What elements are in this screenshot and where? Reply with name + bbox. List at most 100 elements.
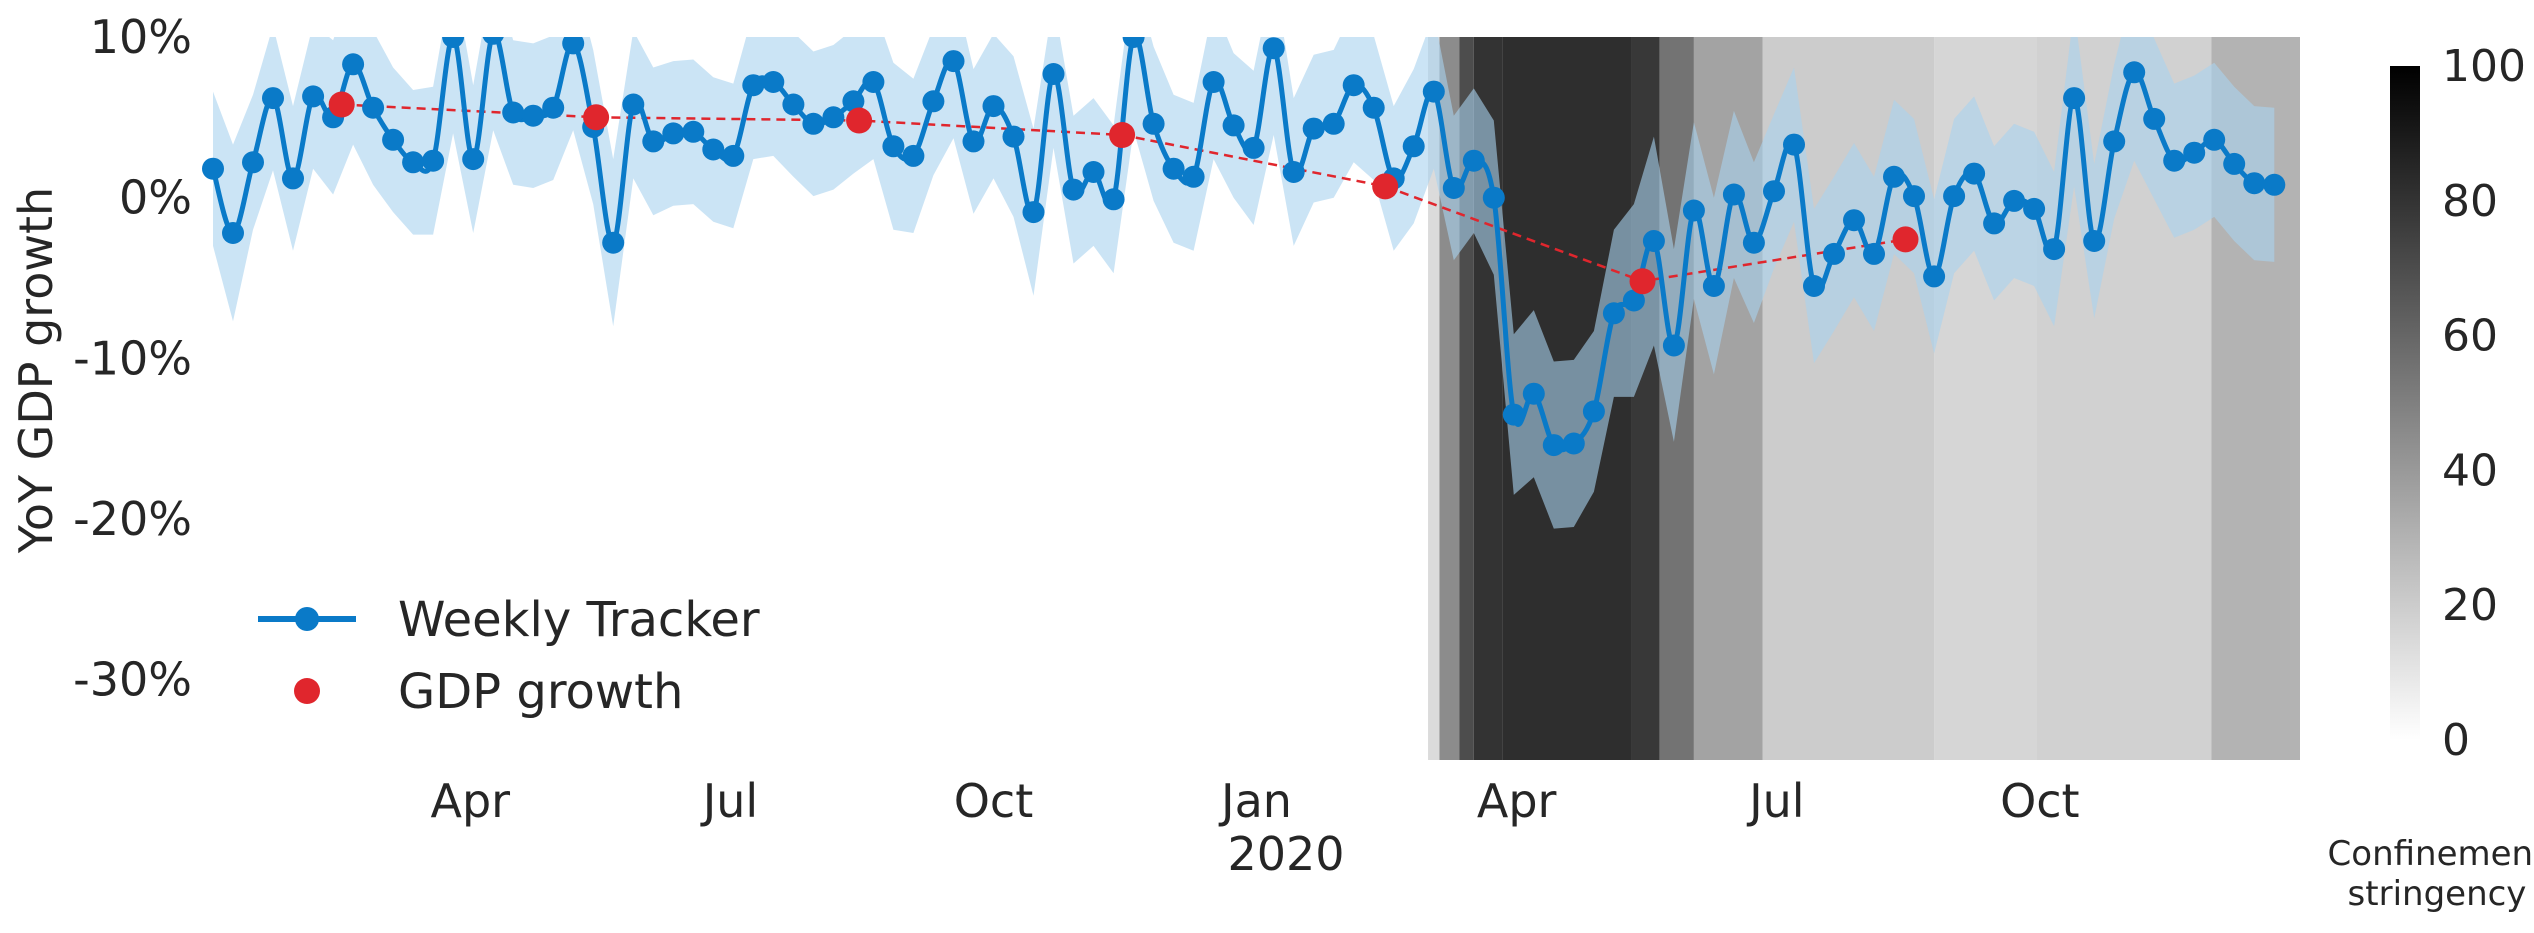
weekly-tracker-point-55 [1302,117,1325,140]
weekly-tracker-point-48 [1162,157,1185,180]
legend-tracker-label: Weekly Tracker [398,592,760,648]
weekly-tracker-point-90 [2003,189,2026,212]
weekly-tracker-point-75 [1702,275,1725,297]
gdp-growth-point-0 [328,91,355,118]
weekly-tracker-point-47 [1142,112,1165,135]
weekly-tracker-point-27 [742,74,765,97]
weekly-tracker-point-61 [1422,80,1445,103]
weekly-tracker-point-50 [1202,71,1225,93]
weekly-tracker-point-54 [1282,161,1305,183]
weekly-tracker-point-98 [2163,149,2186,172]
weekly-tracker-point-41 [1022,201,1045,224]
weekly-tracker-point-78 [1763,180,1785,203]
colorbar-tick-3: 60 [2442,311,2498,362]
weekly-tracker-point-10 [402,151,425,174]
weekly-tracker-point-39 [982,95,1005,118]
weekly-tracker-point-31 [822,106,845,129]
weekly-tracker-point-53 [1262,37,1285,60]
weekly-tracker-point-60 [1402,135,1425,158]
weekly-tracker-point-69 [1582,400,1605,423]
gdp-growth-point-2 [846,107,873,134]
weekly-tracker-point-102 [2243,172,2266,195]
weekly-tracker-point-46 [1122,37,1145,48]
colorbar: 0 20 40 60 80 100 Confinement stringency [2328,41,2534,914]
weekly-tracker-point-16 [522,104,545,127]
weekly-tracker-point-81 [1823,242,1845,265]
colorbar-tick-2: 40 [2442,445,2498,496]
weekly-tracker-point-43 [1062,178,1085,201]
weekly-tracker-point-84 [1883,165,1905,188]
weekly-tracker-point-64 [1482,186,1505,209]
weekly-tracker-point-3 [262,87,284,110]
gdp-growth-point-3 [1109,122,1136,148]
weekly-tracker-point-36 [922,90,945,113]
weekly-tracker-point-82 [1843,209,1865,232]
weekly-tracker-point-88 [1963,162,1986,185]
y-tick-label-0: 10% [90,10,192,64]
weekly-tracker-point-0 [202,157,224,180]
gdp-growth-point-6 [1892,226,1919,253]
weekly-tracker-point-57 [1342,74,1365,97]
weekly-tracker-point-44 [1082,161,1105,183]
weekly-tracker-point-87 [1943,185,1966,208]
weekly-tracker-point-42 [1042,63,1065,85]
weekly-tracker-point-13 [462,148,485,171]
weekly-tracker-point-86 [1923,265,1946,288]
weekly-tracker-point-25 [702,138,725,161]
x-tick-label-1: Jul [700,774,759,828]
weekly-tracker-point-29 [782,93,805,116]
colorbar-label: Confinement stringency [2328,834,2534,914]
weekly-tracker-point-35 [902,144,925,167]
weekly-tracker-point-28 [762,71,785,93]
colorbar-label-line-2: stringency [2348,874,2527,914]
weekly-tracker-point-101 [2223,152,2246,175]
weekly-tracker-point-95 [2103,130,2126,153]
x-tick-label-0: Apr [431,774,511,828]
weekly-tracker-point-17 [542,96,565,119]
y-tick-label-2: -10% [73,331,192,385]
weekly-tracker-point-26 [722,144,745,167]
gdp-growth-point-5 [1629,268,1656,295]
x-axis: Apr Jul Oct Jan Apr Jul Oct [431,774,2080,828]
y-tick-label-1: 0% [119,171,192,225]
weekly-tracker-point-49 [1182,165,1205,188]
weekly-tracker-point-85 [1903,185,1925,208]
legend: Weekly Tracker GDP growth [258,592,760,720]
weekly-tracker-point-89 [1983,212,2006,235]
weekly-tracker-point-67 [1542,434,1565,457]
weekly-tracker-point-79 [1783,133,1805,156]
colorbar-ticks: 0 20 40 60 80 100 [2442,41,2526,766]
legend-gdp-marker [294,678,320,704]
weekly-tracker-point-11 [422,149,445,172]
weekly-tracker-point-93 [2063,87,2086,110]
x-tick-label-4: Apr [1477,774,1557,828]
weekly-tracker-point-1 [222,222,244,244]
weekly-tracker-point-32 [842,90,865,113]
x-tick-label-3: Jan [1218,774,1292,828]
weekly-tracker-point-91 [2023,197,2046,220]
colorbar-tick-5: 100 [2442,41,2526,92]
weekly-tracker-point-24 [682,120,705,143]
colorbar-tick-1: 20 [2442,580,2498,631]
weekly-tracker-point-5 [302,85,325,108]
y-tick-label-4: -30% [73,653,192,707]
x-tick-label-2: Oct [954,774,1034,828]
weekly-tracker-point-21 [622,93,645,116]
weekly-tracker-point-72 [1642,230,1665,252]
weekly-tracker-point-63 [1462,149,1485,172]
weekly-tracker-point-103 [2263,173,2286,196]
weekly-tracker-point-34 [882,135,905,158]
weekly-tracker-point-83 [1863,242,1885,265]
weekly-tracker-point-66 [1522,382,1545,405]
weekly-tracker-point-52 [1242,136,1265,159]
colorbar-gradient [2390,66,2420,740]
y-tick-label-3: -20% [73,492,192,546]
weekly-tracker-series [202,37,2286,457]
year-label: 2020 [1227,827,1344,881]
weekly-tracker-point-94 [2083,230,2106,252]
weekly-tracker-point-96 [2123,61,2146,84]
weekly-tracker-point-100 [2203,128,2226,151]
weekly-tracker-point-20 [602,231,625,254]
weekly-tracker-point-9 [382,128,405,151]
weekly-tracker-point-14 [482,37,504,45]
